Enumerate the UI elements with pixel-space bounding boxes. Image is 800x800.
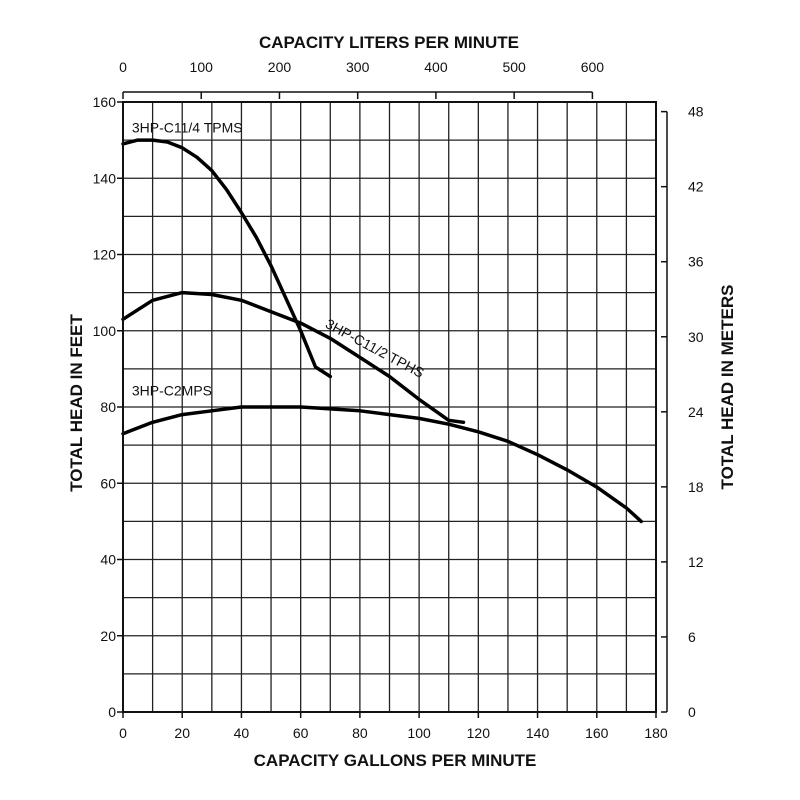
- top-axis-title: CAPACITY LITERS PER MINUTE: [259, 33, 519, 52]
- y-tick-label: 140: [93, 170, 117, 186]
- x2-tick-label: 400: [424, 59, 448, 75]
- y-tick-label: 160: [93, 94, 117, 110]
- grid: [122, 101, 657, 713]
- x-tick-label: 180: [644, 725, 668, 741]
- x2-tick-label: 100: [190, 59, 214, 75]
- y2-tick-label: 24: [688, 404, 704, 420]
- y2-tick-label: 12: [688, 554, 704, 570]
- y2-tick-label: 0: [688, 704, 696, 720]
- y2-tick-label: 42: [688, 179, 704, 195]
- x-tick-label: 120: [467, 725, 491, 741]
- x-tick-label: 60: [293, 725, 309, 741]
- series-label: 3HP-C2MPS: [132, 383, 212, 399]
- x-tick-label: 0: [119, 725, 127, 741]
- plot-frame: [122, 101, 657, 713]
- y2-tick-label: 18: [688, 479, 704, 495]
- y2-tick-label: 48: [688, 104, 704, 120]
- series-line: [121, 138, 333, 379]
- x-tick-label: 100: [407, 725, 431, 741]
- x-tick-label: 40: [234, 725, 250, 741]
- y-tick-label: 100: [93, 323, 117, 339]
- x2-tick-label: 0: [119, 59, 127, 75]
- x-tick-label: 20: [174, 725, 190, 741]
- series-label: 3HP-C11/4 TPMS: [132, 120, 243, 136]
- y-tick-label: 80: [100, 399, 116, 415]
- y2-tick-label: 30: [688, 329, 704, 345]
- x2-tick-label: 600: [581, 59, 605, 75]
- y-tick-label: 20: [100, 628, 116, 644]
- y-tick-label: 60: [100, 475, 116, 491]
- right-axis-title: TOTAL HEAD IN METERS: [718, 285, 737, 490]
- series-labels: 3HP-C11/4 TPMS 3HP-C11/2 TPHS 3HP-C2MPS: [132, 120, 427, 399]
- x-tick-label: 160: [585, 725, 609, 741]
- x2-tick-label: 300: [346, 59, 370, 75]
- left-axis-title: TOTAL HEAD IN FEET: [67, 314, 86, 492]
- x-tick-label: 140: [526, 725, 550, 741]
- series-line: [121, 405, 643, 524]
- y-tick-label: 120: [93, 247, 117, 263]
- ticks: 0 20 40 60 80 100 120 140 160 1800204060801001201…: [93, 59, 704, 741]
- y-tick-label: 40: [100, 552, 116, 568]
- x2-tick-label: 200: [268, 59, 292, 75]
- y2-tick-label: 36: [688, 254, 704, 270]
- x2-tick-label: 500: [502, 59, 526, 75]
- bottom-axis-title: CAPACITY GALLONS PER MINUTE: [254, 751, 537, 770]
- series-line: [121, 290, 466, 425]
- curves: [121, 138, 643, 524]
- series-label: 3HP-C11/2 TPHS: [323, 315, 427, 380]
- y2-tick-label: 6: [688, 629, 696, 645]
- y-tick-label: 0: [108, 704, 116, 720]
- x-tick-label: 80: [352, 725, 368, 741]
